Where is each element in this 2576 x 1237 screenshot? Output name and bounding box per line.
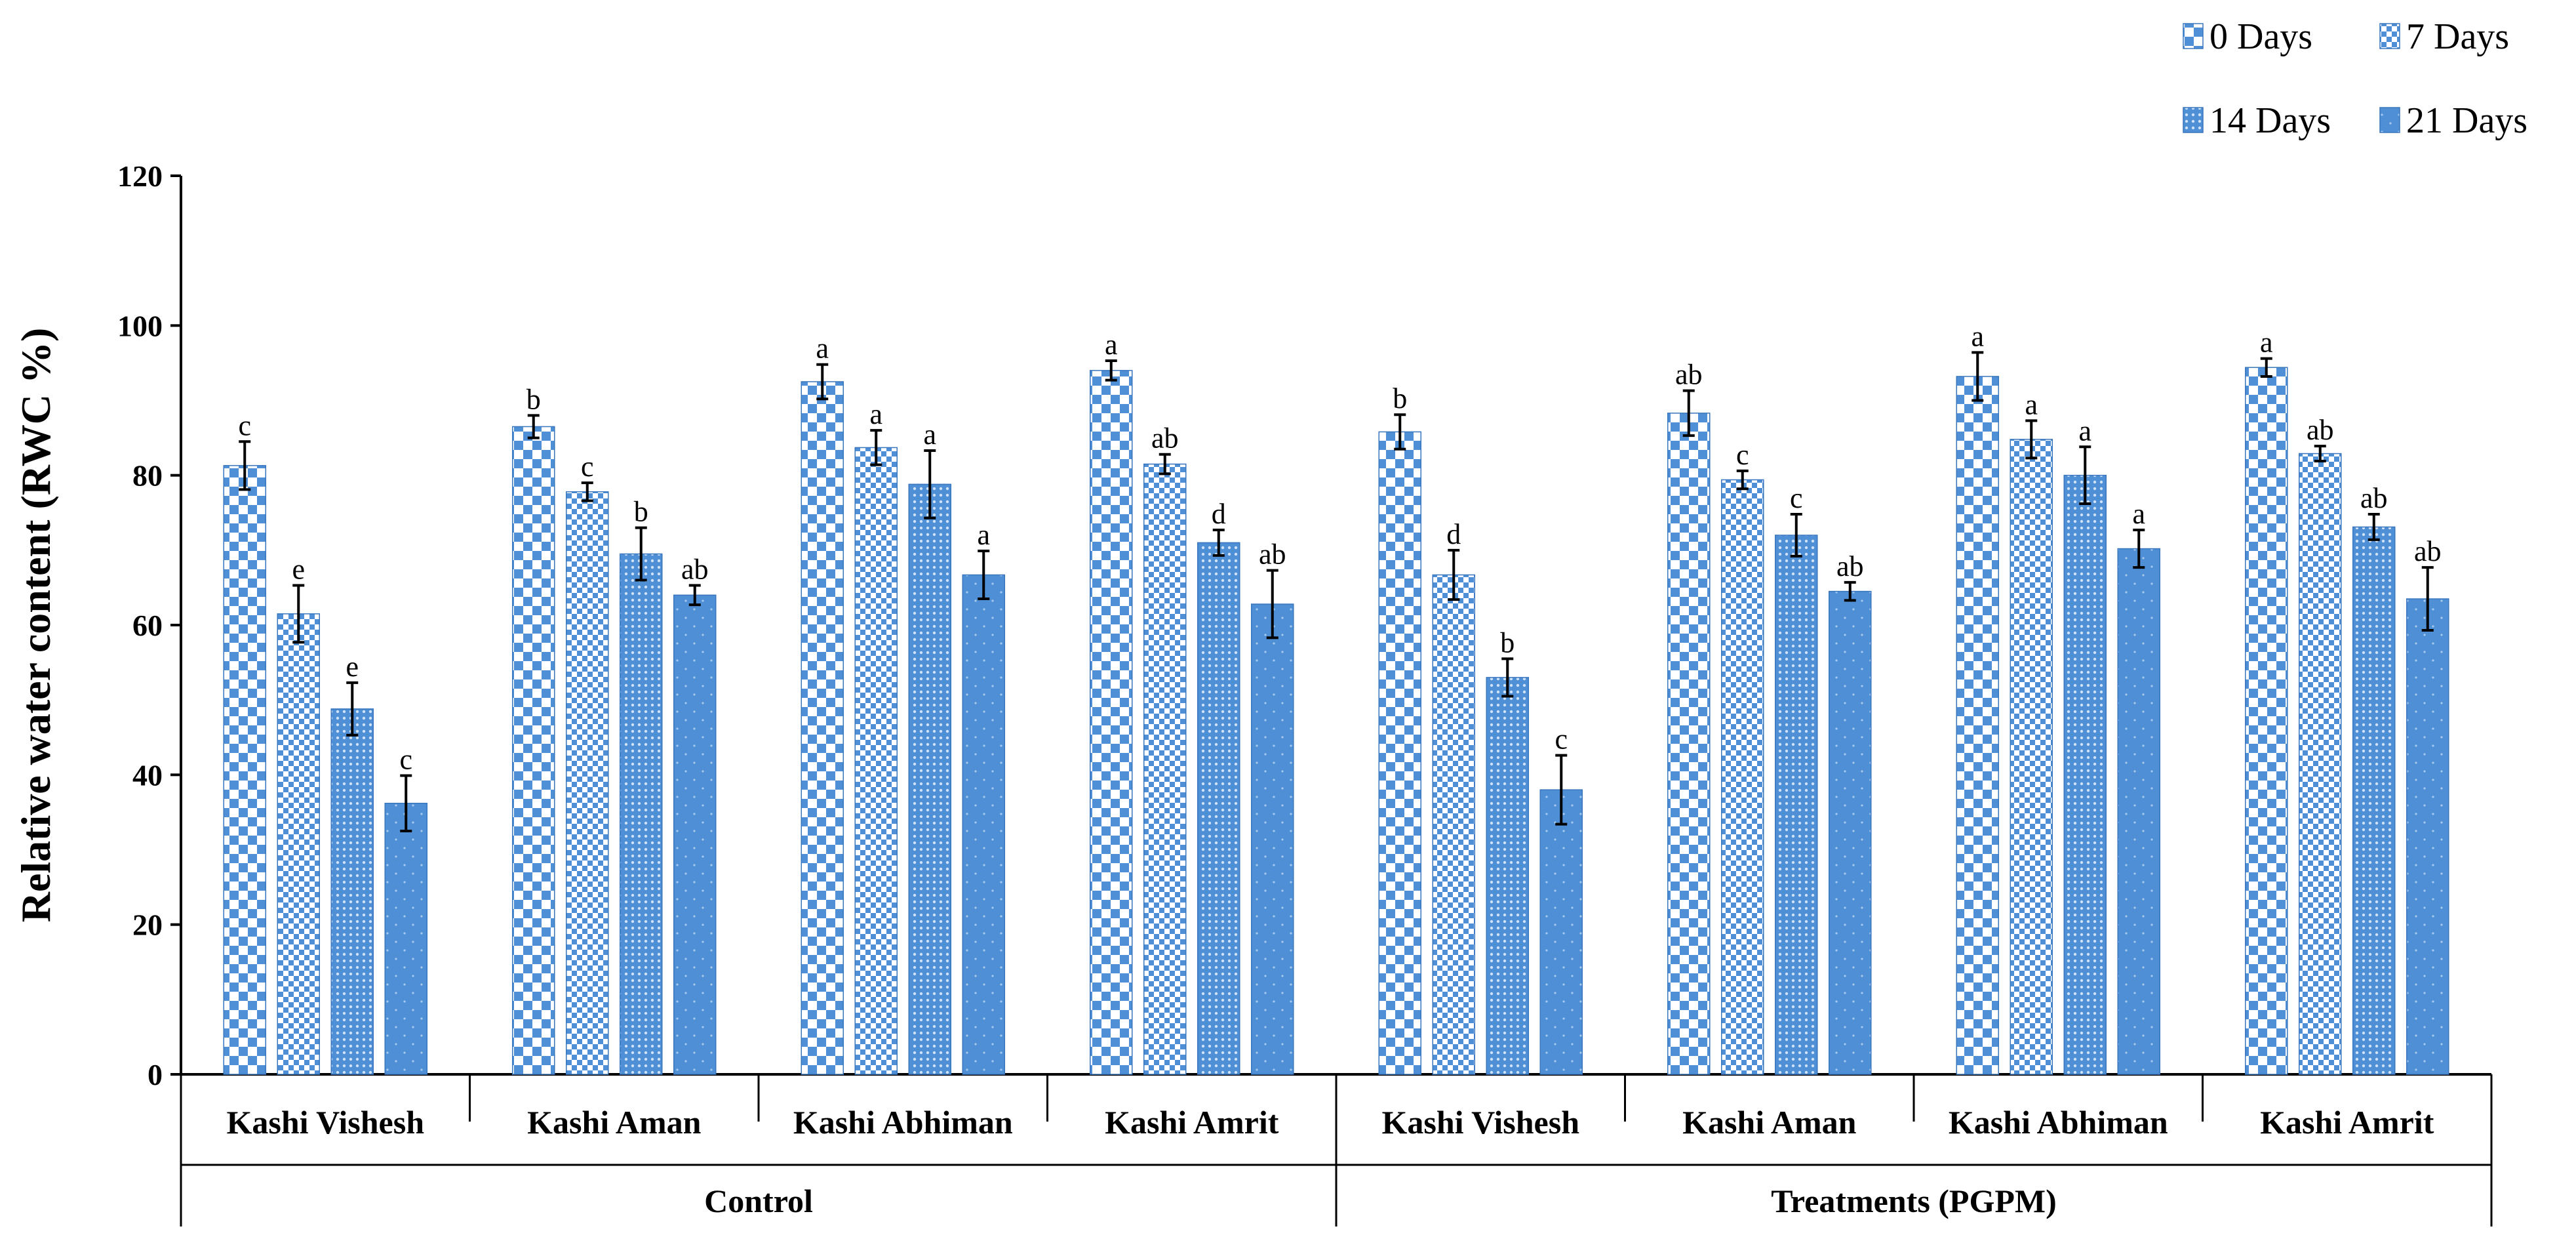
bar (620, 553, 663, 1075)
bar (2245, 367, 2288, 1075)
legend: 0 Days 7 Days 14 Days 21 Days (2183, 16, 2527, 141)
significance-label: a (2132, 498, 2145, 530)
bar (1432, 574, 1475, 1075)
significance-label: ab (2360, 482, 2388, 514)
significance-label: a (816, 333, 829, 365)
bar (277, 613, 320, 1075)
bar (1486, 677, 1529, 1075)
category-label: Kashi Vishesh (1381, 1104, 1579, 1141)
significance-label: c (238, 409, 251, 441)
significance-label: c (1555, 723, 1568, 756)
bar (512, 426, 555, 1075)
category-label: Kashi Amrit (1105, 1104, 1279, 1141)
bar (962, 574, 1005, 1075)
significance-label: b (1393, 382, 1407, 415)
bar (1956, 376, 1999, 1075)
significance-label: ab (1151, 422, 1179, 455)
significance-label: ab (1259, 538, 1286, 571)
bar (1143, 463, 1187, 1075)
legend-swatch (2183, 23, 2204, 49)
y-tick-label: 40 (132, 758, 163, 792)
category-label: Kashi Abhiman (1949, 1104, 2168, 1141)
bar (801, 381, 844, 1075)
bar (1721, 479, 1764, 1075)
y-tick-label: 100 (117, 309, 163, 342)
legend-swatch (2379, 107, 2400, 133)
legend-label: 14 Days (2209, 100, 2331, 141)
bar (1539, 789, 1583, 1075)
significance-label: e (346, 651, 359, 683)
bar (1667, 413, 1711, 1075)
bar (854, 447, 898, 1075)
bar (1090, 370, 1133, 1075)
bar (384, 802, 427, 1075)
legend-label: 21 Days (2406, 100, 2527, 141)
group-label: Control (704, 1183, 813, 1219)
significance-label: ab (2307, 414, 2334, 446)
y-tick-label: 0 (148, 1058, 163, 1091)
bar (2352, 526, 2396, 1075)
bar (566, 491, 609, 1075)
axes: 0 20 40 60 80 100 120 Kashi Vishesh Kashi Aman Ka… (12, 159, 2493, 1227)
bar (1829, 590, 1872, 1075)
significance-label: ab (681, 553, 709, 585)
bar (2010, 439, 2053, 1075)
y-axis-label: Relative water content (RWC %) (12, 328, 59, 923)
significance-label: b (634, 496, 648, 528)
legend-label: 7 Days (2406, 16, 2509, 57)
significance-label: c (1790, 482, 1803, 514)
significance-label: a (2025, 388, 2038, 420)
significance-label: a (1971, 320, 1984, 352)
significance-label: ab (1675, 359, 1703, 391)
bar (908, 483, 951, 1075)
significance-label: a (2078, 415, 2091, 447)
bar (223, 465, 266, 1075)
bar (330, 708, 374, 1075)
bar (1378, 431, 1421, 1075)
bar (1775, 535, 1818, 1075)
significance-label: d (1446, 518, 1461, 550)
significance-label: d (1212, 498, 1226, 530)
bar (1251, 603, 1294, 1075)
category-label: Kashi Aman (527, 1104, 702, 1141)
significance-label: c (399, 743, 412, 775)
legend-label: 0 Days (2209, 16, 2312, 57)
group-label: Treatments (PGPM) (1771, 1183, 2057, 1219)
legend-swatch (2183, 107, 2204, 133)
significance-label: b (1500, 626, 1515, 659)
category-label: Kashi Vishesh (226, 1104, 424, 1141)
significance-label: a (923, 418, 936, 451)
significance-label: a (1105, 329, 1118, 361)
y-tick-label: 20 (132, 908, 163, 942)
bar (2063, 474, 2107, 1075)
significance-label: c (581, 451, 594, 483)
category-label: Kashi Abhiman (793, 1104, 1013, 1141)
significance-label: b (526, 383, 541, 415)
category-label: Kashi Aman (1682, 1104, 1857, 1141)
significance-label: a (977, 519, 990, 551)
significance-label: e (292, 553, 305, 585)
significance-label: ab (2414, 535, 2442, 567)
significance-label: a (2260, 327, 2273, 359)
legend-swatch (2379, 23, 2400, 49)
category-label: Kashi Amrit (2260, 1104, 2434, 1141)
y-tick-label: 60 (132, 609, 163, 642)
y-tick-label: 80 (132, 459, 163, 493)
bar (2117, 548, 2160, 1075)
bar (2299, 453, 2342, 1075)
significance-label: a (869, 398, 882, 430)
bars (223, 351, 2449, 1075)
bar (2406, 598, 2449, 1075)
bar (1197, 542, 1240, 1075)
y-tick-label: 120 (117, 159, 163, 193)
bar (673, 594, 717, 1075)
significance-label: c (1736, 439, 1749, 471)
significance-label: ab (1836, 550, 1864, 582)
